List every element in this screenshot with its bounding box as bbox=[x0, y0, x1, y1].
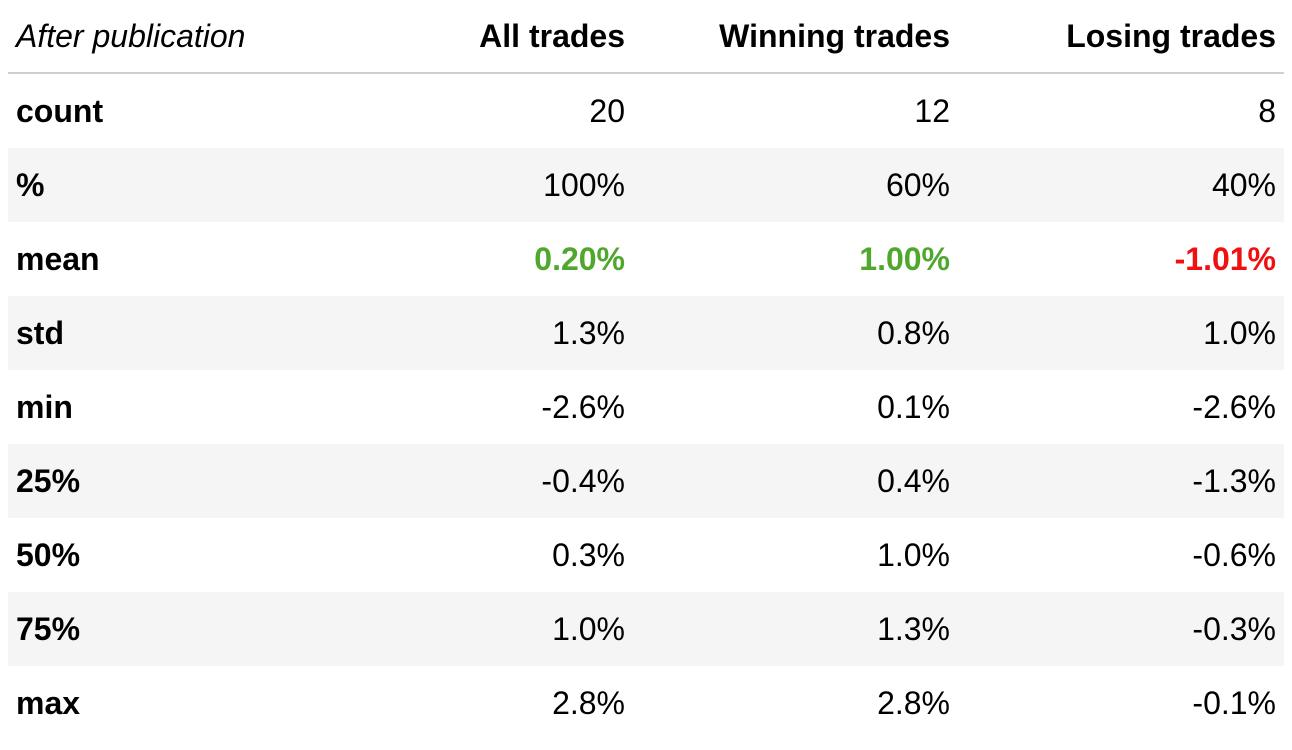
table-row: max 2.8% 2.8% -0.1% bbox=[8, 666, 1284, 740]
cell-winning-trades: 60% bbox=[885, 166, 950, 203]
cell-all-trades: -2.6% bbox=[541, 388, 625, 425]
cell-losing-trades: 1.0% bbox=[1203, 314, 1276, 351]
cell-winning-trades: 2.8% bbox=[877, 684, 950, 721]
cell-winning-trades: 1.3% bbox=[877, 610, 950, 647]
table-row: count 20 12 8 bbox=[8, 73, 1284, 148]
row-label: std bbox=[16, 314, 64, 351]
cell-losing-trades: -2.6% bbox=[1192, 388, 1276, 425]
trade-statistics-table: After publication All trades Winning tra… bbox=[8, 0, 1284, 740]
cell-all-trades: 0.3% bbox=[552, 536, 625, 573]
table-row: mean 0.20% 1.00% -1.01% bbox=[8, 222, 1284, 296]
row-label: max bbox=[16, 684, 81, 721]
row-label: 75% bbox=[16, 610, 81, 647]
table-row: 75% 1.0% 1.3% -0.3% bbox=[8, 592, 1284, 666]
header-row: After publication All trades Winning tra… bbox=[8, 0, 1284, 74]
row-label: min bbox=[16, 388, 73, 425]
cell-all-trades: 20 bbox=[589, 92, 625, 129]
table-body: count 20 12 8% 100% 60% 40% mean 0.20% 1.00% -1.01… bbox=[8, 73, 1284, 740]
cell-winning-trades: 0.1% bbox=[877, 388, 950, 425]
cell-winning-trades: 12 bbox=[914, 92, 950, 129]
row-label: 50% bbox=[16, 536, 81, 573]
table-row: 25% -0.4% 0.4% -1.3% bbox=[8, 444, 1284, 518]
cell-winning-trades: 0.8% bbox=[877, 314, 950, 351]
cell-all-trades: 1.0% bbox=[552, 610, 625, 647]
table-row: 50% 0.3% 1.0% -0.6% bbox=[8, 518, 1284, 592]
cell-losing-trades: -0.6% bbox=[1192, 536, 1276, 573]
cell-winning-trades: 1.0% bbox=[877, 536, 950, 573]
cell-losing-trades: 8 bbox=[1258, 92, 1276, 129]
cell-all-trades: 100% bbox=[543, 166, 625, 203]
cell-losing-trades: -0.3% bbox=[1192, 610, 1276, 647]
table-row: % 100% 60% 40% bbox=[8, 148, 1284, 222]
row-label: mean bbox=[16, 240, 100, 277]
column-header-all-trades: All trades bbox=[348, 0, 633, 74]
cell-losing-trades: 40% bbox=[1211, 166, 1276, 203]
cell-losing-trades: -1.01% bbox=[1174, 240, 1276, 277]
table-header: After publication All trades Winning tra… bbox=[8, 0, 1284, 74]
cell-winning-trades: 0.4% bbox=[877, 462, 950, 499]
row-label: % bbox=[16, 166, 45, 203]
column-header-losing-trades: Losing trades bbox=[958, 0, 1284, 74]
cell-losing-trades: -1.3% bbox=[1192, 462, 1276, 499]
cell-losing-trades: -0.1% bbox=[1192, 684, 1276, 721]
column-header-winning-trades: Winning trades bbox=[633, 0, 958, 74]
cell-all-trades: 1.3% bbox=[552, 314, 625, 351]
table-row: min -2.6% 0.1% -2.6% bbox=[8, 370, 1284, 444]
row-label: count bbox=[16, 92, 104, 129]
cell-all-trades: 0.20% bbox=[534, 240, 625, 277]
cell-winning-trades: 1.00% bbox=[859, 240, 950, 277]
row-label: 25% bbox=[16, 462, 81, 499]
corner-label: After publication bbox=[8, 0, 348, 74]
cell-all-trades: 2.8% bbox=[552, 684, 625, 721]
table-row: std 1.3% 0.8% 1.0% bbox=[8, 296, 1284, 370]
cell-all-trades: -0.4% bbox=[541, 462, 625, 499]
